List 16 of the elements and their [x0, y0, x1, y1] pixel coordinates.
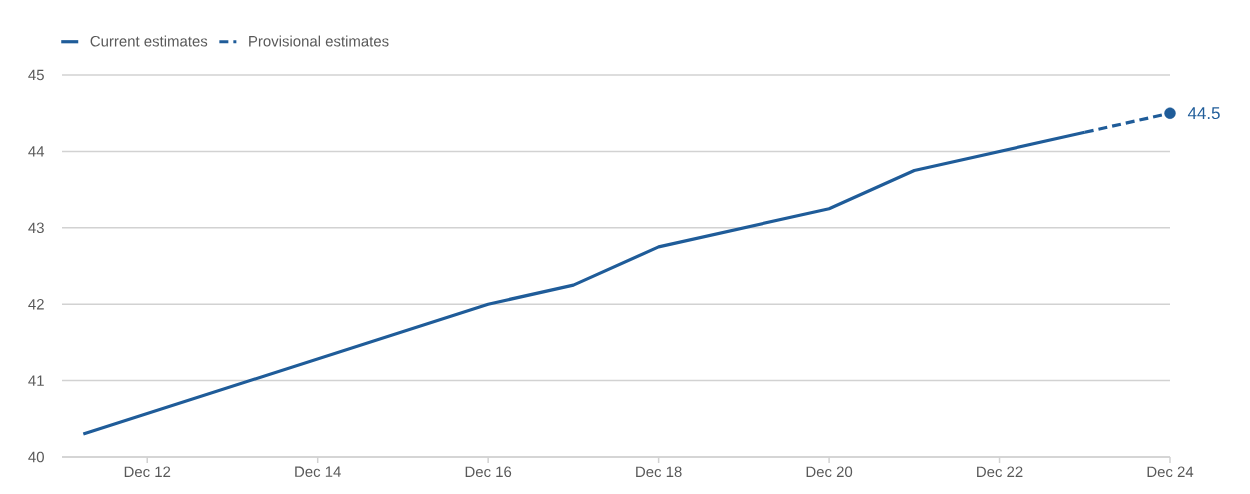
y-tick-label: 43 [28, 222, 44, 234]
x-tick-label: Dec 18 [636, 466, 682, 478]
y-tick-label: 42 [28, 298, 44, 310]
legend-label: Current estimates [90, 35, 208, 47]
x-tick-label: Dec 14 [295, 466, 341, 477]
x-tick-label: Dec 12 [124, 466, 171, 478]
y-tick-label: 40 [28, 451, 44, 463]
x-tick-label: Dec 22 [977, 466, 1023, 478]
annotation: 44.5 [1187, 107, 1220, 120]
x-tick-label: Dec 24 [1147, 466, 1194, 478]
y-tick-label: 44 [28, 146, 45, 157]
x-tick-label: Dec 16 [465, 466, 512, 478]
legend-label: Provisional estimates [249, 35, 389, 47]
y-tick-label: 45 [28, 69, 44, 81]
x-tick-label: Dec 20 [806, 466, 853, 478]
y-tick-label: 41 [28, 375, 44, 386]
